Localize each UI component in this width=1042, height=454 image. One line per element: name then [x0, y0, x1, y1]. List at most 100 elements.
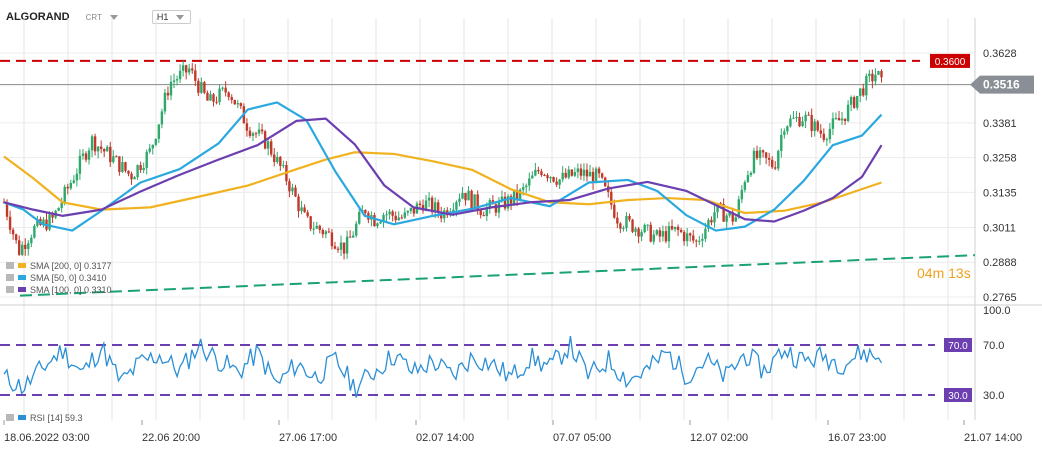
candle-body	[327, 231, 331, 233]
candle-body	[78, 155, 82, 174]
timeframe-label: H1	[156, 12, 169, 22]
chevron-down-icon[interactable]	[109, 14, 118, 20]
candle-body	[266, 141, 270, 149]
candle-body	[518, 189, 522, 200]
candle-body	[84, 153, 88, 160]
candle-body	[597, 168, 601, 174]
candle-body	[239, 103, 243, 107]
candle-body	[713, 212, 716, 223]
candle-body	[166, 92, 170, 96]
candle-body	[127, 170, 130, 174]
candle-body	[27, 243, 30, 249]
candle-body	[351, 235, 355, 238]
candle-body	[634, 228, 637, 232]
candle-body	[318, 225, 321, 230]
candle-body	[485, 207, 488, 217]
candle-body	[515, 190, 519, 200]
candle-body	[230, 97, 233, 100]
candle-body	[789, 118, 792, 127]
candle-body	[306, 212, 309, 217]
candle-body	[364, 210, 367, 213]
candle-body	[470, 190, 473, 209]
candle-body	[436, 202, 440, 213]
candle-body	[418, 203, 422, 205]
candle-body	[197, 80, 200, 93]
x-tick-label: 22.06 20:00	[142, 432, 200, 444]
x-tick-label: 18.06.2022 03:00	[4, 432, 90, 444]
candle-body	[761, 150, 765, 153]
candle-body	[755, 150, 759, 159]
candle-body	[707, 219, 710, 229]
candle-body	[503, 196, 507, 209]
candle-body	[99, 146, 103, 150]
candle-body	[746, 175, 750, 182]
candle-body	[582, 169, 586, 176]
candle-body	[109, 146, 112, 163]
candle-body	[561, 172, 564, 180]
candle-body	[807, 114, 810, 116]
candle-body	[525, 185, 528, 188]
candle-body	[731, 212, 734, 222]
candle-body	[673, 226, 677, 230]
legend-swatch	[18, 263, 26, 268]
candle-body	[865, 76, 868, 96]
candle-body	[534, 169, 537, 176]
candle-body	[792, 117, 795, 119]
candle-body	[689, 233, 692, 236]
candle-body	[473, 194, 476, 209]
candle-body	[400, 217, 403, 219]
candle-body	[124, 162, 127, 171]
candle-body	[433, 202, 437, 213]
candle-body	[767, 157, 771, 160]
candle-body	[506, 196, 510, 209]
candle-body	[564, 172, 567, 178]
candle-body	[777, 150, 780, 169]
candle-body	[749, 172, 753, 176]
candle-body	[522, 187, 525, 190]
x-tick-label: 16.07 23:00	[828, 432, 886, 444]
candle-body	[160, 111, 164, 125]
timeframe-select[interactable]: H1	[151, 10, 192, 24]
candle-body	[385, 214, 388, 216]
candle-body	[619, 223, 622, 229]
candle-body	[303, 207, 306, 213]
candle-body	[260, 129, 264, 132]
candle-body	[704, 228, 707, 239]
candle-body	[191, 68, 194, 71]
candle-body	[868, 73, 871, 77]
candle-body	[221, 87, 224, 89]
candle-body	[345, 236, 349, 254]
candle-body	[752, 150, 756, 173]
candle-body	[133, 177, 136, 180]
candle-body	[17, 240, 21, 255]
candle-body	[600, 173, 604, 178]
rsi-level-badge-label: 70.0	[948, 341, 968, 352]
candle-body	[206, 92, 209, 101]
candle-body	[494, 204, 498, 213]
rsi-level-badge-label: 30.0	[948, 391, 968, 402]
y-tick-label: 0.3135	[983, 187, 1017, 199]
candle-body	[382, 214, 385, 222]
candle-body	[348, 236, 352, 238]
candle-body	[96, 146, 100, 152]
candle-body	[342, 242, 346, 254]
candle-body	[269, 141, 273, 155]
candle-body	[273, 154, 276, 163]
candle-body	[710, 219, 713, 223]
y-tick-label: 0.3628	[983, 48, 1017, 60]
candle-body	[324, 231, 328, 235]
candle-body	[163, 92, 167, 112]
candle-body	[218, 88, 221, 103]
legend-swatch	[18, 287, 26, 292]
candle-body	[376, 223, 379, 227]
candle-body	[531, 175, 534, 179]
candle-body	[355, 223, 358, 236]
candle-body	[780, 134, 783, 151]
candle-body	[291, 187, 294, 192]
candle-body	[558, 179, 561, 185]
candle-body	[579, 168, 583, 176]
candle-body	[309, 216, 312, 229]
candle-body	[874, 74, 877, 82]
candle-body	[643, 224, 646, 233]
